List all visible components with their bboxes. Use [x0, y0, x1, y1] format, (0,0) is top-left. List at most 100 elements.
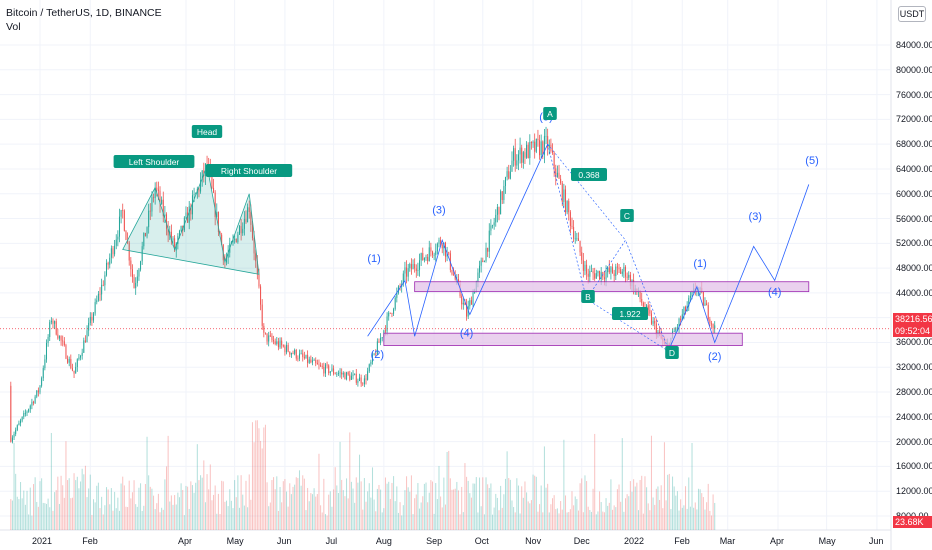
candle-body: [329, 371, 331, 374]
volume-bar: [73, 473, 75, 530]
volume-bar: [508, 478, 510, 530]
candle-body: [112, 248, 114, 255]
candle-body: [284, 346, 286, 353]
candle-body: [526, 144, 528, 158]
volume-bar: [271, 480, 273, 530]
volume-bar: [292, 486, 294, 530]
candle-body: [560, 178, 562, 184]
time-tick-label: Mar: [719, 536, 736, 546]
volume-bar: [149, 486, 151, 530]
volume-bar: [428, 492, 430, 530]
candle-body: [371, 354, 374, 362]
candle-body: [579, 240, 581, 253]
candle-body: [642, 302, 644, 307]
candle-body: [493, 222, 495, 226]
candle-body: [73, 370, 75, 374]
candle-body: [39, 385, 41, 393]
candle-body: [534, 141, 536, 152]
candle-body: [702, 292, 704, 306]
volume-bar: [203, 460, 205, 530]
price-tick-label: 56000.00: [896, 213, 932, 224]
candle-body: [114, 245, 116, 255]
volume-bar: [699, 489, 701, 530]
candle-body: [37, 390, 39, 393]
candle-body: [563, 189, 565, 202]
right-shoulder-label: Right Shoulder: [221, 166, 277, 176]
volume-bar: [623, 511, 625, 530]
candle-body: [381, 337, 383, 339]
volume-bar: [592, 488, 594, 530]
candle-body: [52, 320, 54, 324]
candle-body: [118, 216, 120, 237]
volume-bar: [31, 515, 33, 530]
volume-bar: [668, 473, 670, 530]
candle-body: [344, 373, 346, 380]
candle-body: [394, 297, 396, 310]
price-tick-label: 68000.00: [896, 139, 932, 150]
candle-body: [683, 306, 685, 315]
candle-body: [477, 272, 479, 282]
candle-body: [384, 330, 386, 332]
candle-body: [120, 210, 122, 217]
volume-bar: [652, 497, 654, 530]
candle-body: [162, 199, 164, 217]
volume-bar: [221, 480, 223, 530]
candle-body: [193, 194, 195, 196]
volume-bar: [234, 480, 236, 530]
volume-bar: [298, 470, 301, 530]
volume-bar: [323, 478, 325, 530]
volume-bar: [488, 487, 490, 530]
price-tick-label: 48000.00: [896, 263, 932, 274]
wave-label: (5): [805, 155, 818, 167]
volume-bar: [376, 488, 378, 530]
volume-bar: [277, 510, 279, 530]
volume-bar: [346, 478, 348, 530]
volume-bar: [654, 504, 656, 530]
candle-body: [600, 272, 602, 280]
volume-bar: [16, 496, 18, 530]
volume-bar: [219, 513, 221, 530]
time-tick-label: Nov: [525, 536, 542, 546]
candle-body: [303, 356, 305, 359]
volume-bar: [224, 501, 226, 530]
candle-body: [281, 340, 283, 346]
candle-body: [240, 226, 242, 234]
volume-bar: [430, 480, 432, 530]
candle-body: [504, 177, 507, 186]
candle-body: [70, 359, 72, 369]
candle-body: [577, 238, 579, 241]
volume-bar: [26, 490, 28, 530]
volume-bar: [610, 479, 612, 530]
candle-body: [586, 264, 588, 274]
volume-bar: [446, 452, 448, 530]
volume-bar: [686, 508, 688, 530]
candle-body: [102, 284, 104, 286]
volume-bar: [138, 487, 140, 530]
symbol-title[interactable]: Bitcoin / TetherUS, 1D, BINANCE: [6, 7, 162, 19]
volume-bar: [313, 488, 315, 530]
volume-bar: [18, 499, 20, 530]
candle-body: [133, 277, 135, 289]
candle-body: [337, 373, 339, 374]
ratio-label: 0.368: [578, 170, 600, 180]
candle-body: [508, 171, 510, 179]
volume-bar: [20, 482, 22, 530]
candle-body: [349, 374, 351, 380]
volume-indicator-label[interactable]: Vol: [6, 21, 21, 33]
candle-body: [294, 349, 296, 354]
volume-bar: [368, 483, 370, 530]
volume-bar: [399, 502, 401, 530]
volume-bar: [453, 489, 455, 530]
volume-bar: [177, 492, 179, 530]
volume-bar: [226, 500, 228, 530]
volume-bar: [141, 510, 143, 530]
volume-bar: [190, 481, 192, 530]
currency-unit-badge[interactable]: USDT: [898, 6, 926, 22]
volume-bar: [438, 465, 440, 530]
candle-body: [264, 332, 266, 334]
volume-bar: [600, 502, 602, 530]
volume-bar: [701, 493, 703, 530]
candle-body: [628, 274, 630, 278]
candle-body: [556, 172, 558, 177]
